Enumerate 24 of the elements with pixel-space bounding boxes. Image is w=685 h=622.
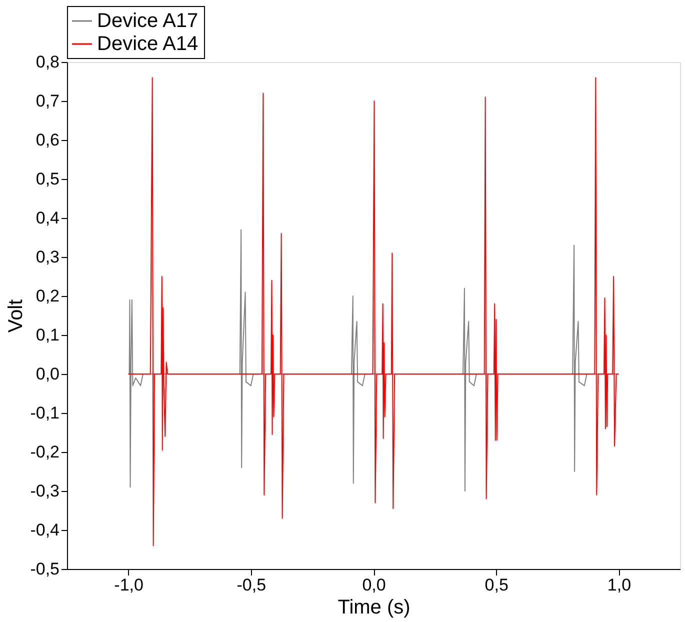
y-tick-label: -0,5 [30, 560, 60, 578]
y-tick-label: 0,5 [36, 170, 60, 188]
y-tick-label: 0,6 [36, 130, 60, 150]
x-tick-label: -0,5 [236, 576, 266, 594]
y-tick-label: 0,4 [36, 208, 60, 228]
y-tick-label: 0,0 [36, 364, 60, 384]
legend-label: Device A14 [97, 33, 198, 55]
y-axis-title: Volt [5, 298, 28, 333]
y-tick-label: -0,3 [30, 482, 60, 500]
y-tick-label: -0,2 [30, 442, 60, 462]
y-tick-label: -0,1 [30, 404, 60, 422]
x-axis-title: Time (s) [338, 596, 410, 618]
x-tick-label: -1,0 [114, 576, 144, 594]
x-tick-label: 0,5 [484, 576, 508, 594]
y-tick-label: -0,4 [30, 520, 60, 540]
y-tick-label: 0,1 [36, 326, 60, 344]
line-series [128, 77, 620, 546]
x-tick-label: 1,0 [607, 576, 632, 594]
y-tick-label: 0,2 [36, 286, 60, 306]
y-tick-label: 0,3 [36, 248, 60, 266]
legend-label: Device A17 [97, 10, 198, 32]
y-tick-label: 0,7 [36, 92, 60, 110]
y-tick-label: 0,8 [36, 52, 60, 72]
x-tick-label: 0,0 [362, 576, 386, 594]
